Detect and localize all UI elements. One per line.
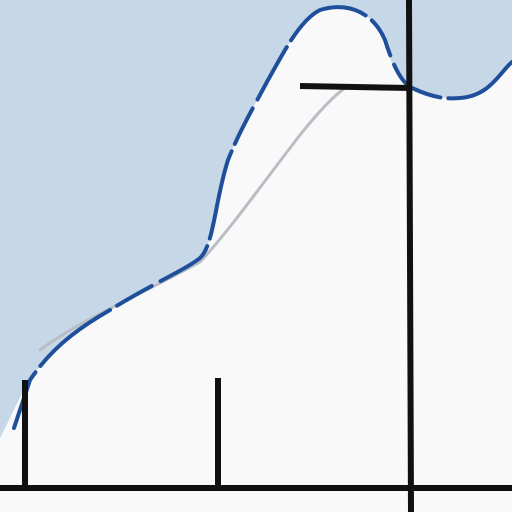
outer-blue-curve xyxy=(12,5,512,430)
top-horizontal-marker xyxy=(299,83,413,91)
vertical-axis-line xyxy=(406,0,414,512)
shaded-region-above-curve xyxy=(0,0,512,438)
